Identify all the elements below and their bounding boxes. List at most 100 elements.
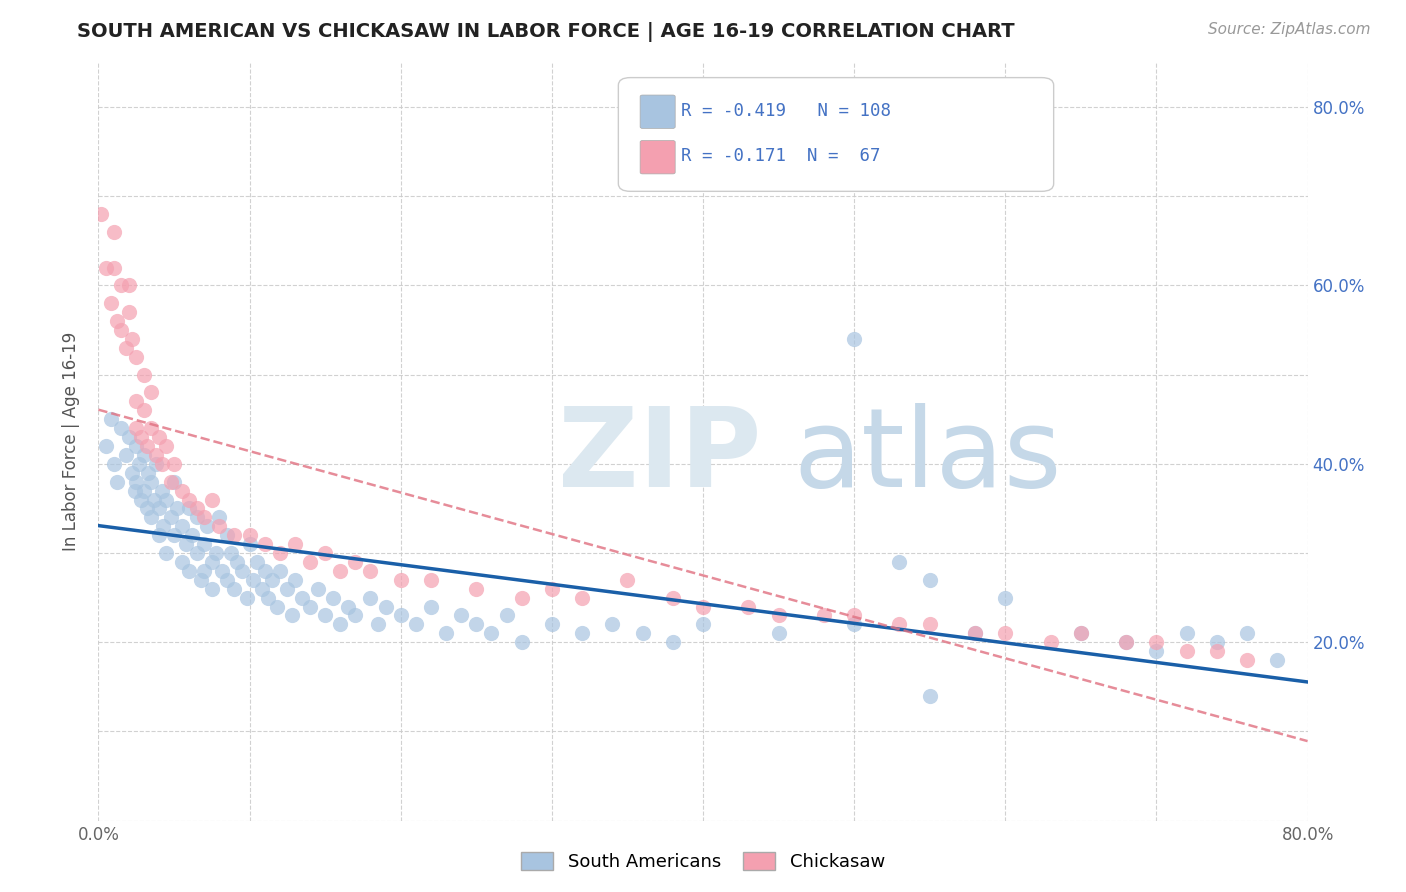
Point xyxy=(299,555,322,569)
Point xyxy=(163,475,186,489)
Point xyxy=(374,599,396,614)
Point xyxy=(128,457,150,471)
Point xyxy=(844,332,866,346)
Point xyxy=(105,314,128,328)
Point xyxy=(148,501,170,516)
Point xyxy=(155,439,177,453)
Point xyxy=(201,555,224,569)
Point xyxy=(150,457,173,471)
Point xyxy=(170,483,193,498)
Point xyxy=(224,582,246,596)
Point xyxy=(1236,653,1258,667)
Point xyxy=(994,626,1017,640)
Point xyxy=(1236,626,1258,640)
Point xyxy=(336,599,359,614)
Point xyxy=(256,591,278,605)
Point xyxy=(94,260,117,275)
Point xyxy=(215,573,238,587)
Point xyxy=(160,510,183,524)
Point xyxy=(616,573,638,587)
Point xyxy=(1070,626,1092,640)
Point xyxy=(1267,653,1289,667)
Text: SOUTH AMERICAN VS CHICKASAW IN LABOR FORCE | AGE 16-19 CORRELATION CHART: SOUTH AMERICAN VS CHICKASAW IN LABOR FOR… xyxy=(77,22,1015,42)
Point xyxy=(100,412,122,426)
Point xyxy=(224,528,246,542)
Point xyxy=(193,564,215,578)
Point xyxy=(1115,635,1137,649)
Point xyxy=(110,278,132,293)
Point xyxy=(367,617,389,632)
FancyBboxPatch shape xyxy=(640,95,675,128)
Point xyxy=(450,608,472,623)
Point xyxy=(100,296,122,310)
Point xyxy=(118,430,141,444)
Point xyxy=(152,519,174,533)
Point xyxy=(360,564,382,578)
Point xyxy=(510,591,533,605)
Point xyxy=(125,394,148,409)
Point xyxy=(344,608,367,623)
Point xyxy=(510,635,533,649)
Point xyxy=(125,439,148,453)
Point xyxy=(269,564,291,578)
Point xyxy=(226,555,249,569)
Point xyxy=(118,278,141,293)
Point xyxy=(314,546,336,560)
Point xyxy=(813,608,835,623)
Point xyxy=(571,591,593,605)
Point xyxy=(129,430,152,444)
Point xyxy=(148,430,170,444)
Point xyxy=(163,528,186,542)
Text: R = -0.171  N =  67: R = -0.171 N = 67 xyxy=(682,146,880,165)
Point xyxy=(465,617,488,632)
Point xyxy=(135,439,157,453)
Point xyxy=(307,582,329,596)
Point xyxy=(145,457,167,471)
Point xyxy=(141,510,163,524)
Point xyxy=(136,466,159,480)
Point xyxy=(150,483,173,498)
Text: Source: ZipAtlas.com: Source: ZipAtlas.com xyxy=(1208,22,1371,37)
Point xyxy=(965,626,987,640)
Point xyxy=(965,626,987,640)
Point xyxy=(181,528,204,542)
Point xyxy=(269,546,291,560)
Point xyxy=(201,582,224,596)
Point xyxy=(155,546,177,560)
Point xyxy=(94,439,117,453)
Point xyxy=(844,617,866,632)
Point xyxy=(281,608,304,623)
Point xyxy=(389,608,412,623)
Point xyxy=(190,573,212,587)
Point xyxy=(121,466,143,480)
Point xyxy=(141,475,163,489)
Point xyxy=(239,537,262,551)
Point xyxy=(1175,644,1198,658)
Point xyxy=(1115,635,1137,649)
Point xyxy=(242,573,264,587)
Point xyxy=(186,501,208,516)
Point xyxy=(125,475,148,489)
Point xyxy=(661,635,683,649)
Point xyxy=(314,608,336,623)
Point xyxy=(186,510,208,524)
Point xyxy=(129,492,152,507)
Point xyxy=(103,457,125,471)
Point xyxy=(540,617,562,632)
Point xyxy=(481,626,503,640)
Point xyxy=(114,341,136,355)
Point xyxy=(1206,644,1229,658)
Point xyxy=(405,617,427,632)
Point xyxy=(179,564,201,578)
Point xyxy=(135,501,157,516)
Point xyxy=(571,626,593,640)
Point xyxy=(246,555,269,569)
Point xyxy=(918,689,941,703)
Point xyxy=(186,546,208,560)
Point xyxy=(253,564,276,578)
Point xyxy=(1144,644,1167,658)
Point xyxy=(208,510,231,524)
Point xyxy=(105,475,128,489)
Point xyxy=(1039,635,1062,649)
Point xyxy=(239,528,262,542)
